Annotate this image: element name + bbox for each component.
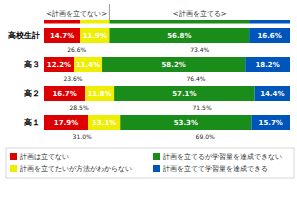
data-label: 16.6% <box>257 32 281 40</box>
bar-segment <box>255 86 290 101</box>
bar-segment <box>251 115 290 130</box>
bar-segment <box>44 86 85 101</box>
bar-segment <box>44 28 80 43</box>
data-label: 14.4% <box>260 90 284 98</box>
bar-segment <box>249 28 290 43</box>
legend-swatch <box>10 165 17 172</box>
chart: <計画を立てない> <計画を立てる> 14.7% 11.9% 56.8% 16.6% 26.… <box>0 0 297 198</box>
subtotal-label: 26.6% <box>67 46 86 53</box>
legend-swatch <box>153 165 160 172</box>
bar-segment <box>88 115 120 130</box>
data-label: 14.7% <box>50 32 74 40</box>
subtotal-label: 69.0% <box>196 133 215 140</box>
data-label: 11.8% <box>87 90 111 98</box>
bar-segment <box>109 28 249 43</box>
data-label: 57.1% <box>172 90 196 98</box>
legend-label: 計画は立てない <box>20 153 69 161</box>
legend-label: 計画を立てるが学習量を達成できない <box>163 153 282 161</box>
data-label: 12.2% <box>47 61 71 69</box>
data-label: 18.2% <box>255 61 279 69</box>
header-strip <box>249 20 290 24</box>
subtotal-label: 31.0% <box>73 133 92 140</box>
data-label: 15.7% <box>259 119 283 127</box>
subtotal-label: 28.5% <box>70 104 89 111</box>
data-label: 56.8% <box>167 32 191 40</box>
header-label: <計画を立てない> <box>46 10 107 18</box>
subtotal-label: 76.4% <box>186 75 205 82</box>
header-divider <box>109 4 110 20</box>
bar-segment <box>44 57 74 72</box>
header-strip <box>44 20 80 24</box>
bar-segment <box>245 57 290 72</box>
header-strip <box>109 20 249 24</box>
subtotal-label: 73.4% <box>190 46 209 53</box>
legend: 計画は立てない計画を立てたいが方法がわからない 計画を立てるが学習量を達成できない… <box>6 148 294 178</box>
bar-segment <box>120 115 251 130</box>
category-label: 高１ <box>24 117 40 127</box>
bar-segment <box>80 28 109 43</box>
data-label: 11.9% <box>83 32 107 40</box>
subtotal-label: 71.5% <box>193 104 212 111</box>
category-label: 高３ <box>24 59 40 69</box>
data-label: 17.9% <box>54 119 78 127</box>
data-label: 53.3% <box>174 119 198 127</box>
bar-segment <box>44 115 88 130</box>
subtotal-label: 23.6% <box>63 75 82 82</box>
data-label: 58.2% <box>161 61 185 69</box>
legend-frame <box>6 148 294 178</box>
header-label: <計画を立てる> <box>173 10 227 18</box>
labels: <計画を立てない> <計画を立てる> 14.7% 11.9% 56.8% 16.6% 26.… <box>8 4 284 140</box>
header-strip <box>80 20 109 24</box>
category-label: 高校生計 <box>8 30 40 40</box>
category-label: 高２ <box>24 88 40 98</box>
bar-segment <box>85 86 114 101</box>
bars <box>44 20 290 130</box>
legend-swatch <box>153 153 160 160</box>
bar-segment <box>114 86 254 101</box>
legend-swatch <box>10 153 17 160</box>
legend-label: 計画を立てて学習量を達成できる <box>163 165 268 173</box>
data-label: 13.1% <box>92 119 116 127</box>
data-label: 16.7% <box>52 90 76 98</box>
bar-segment <box>102 57 245 72</box>
bar-segment <box>74 57 102 72</box>
legend-label: 計画を立てたいが方法がわからない <box>20 165 132 173</box>
data-label: 11.4% <box>76 61 100 69</box>
